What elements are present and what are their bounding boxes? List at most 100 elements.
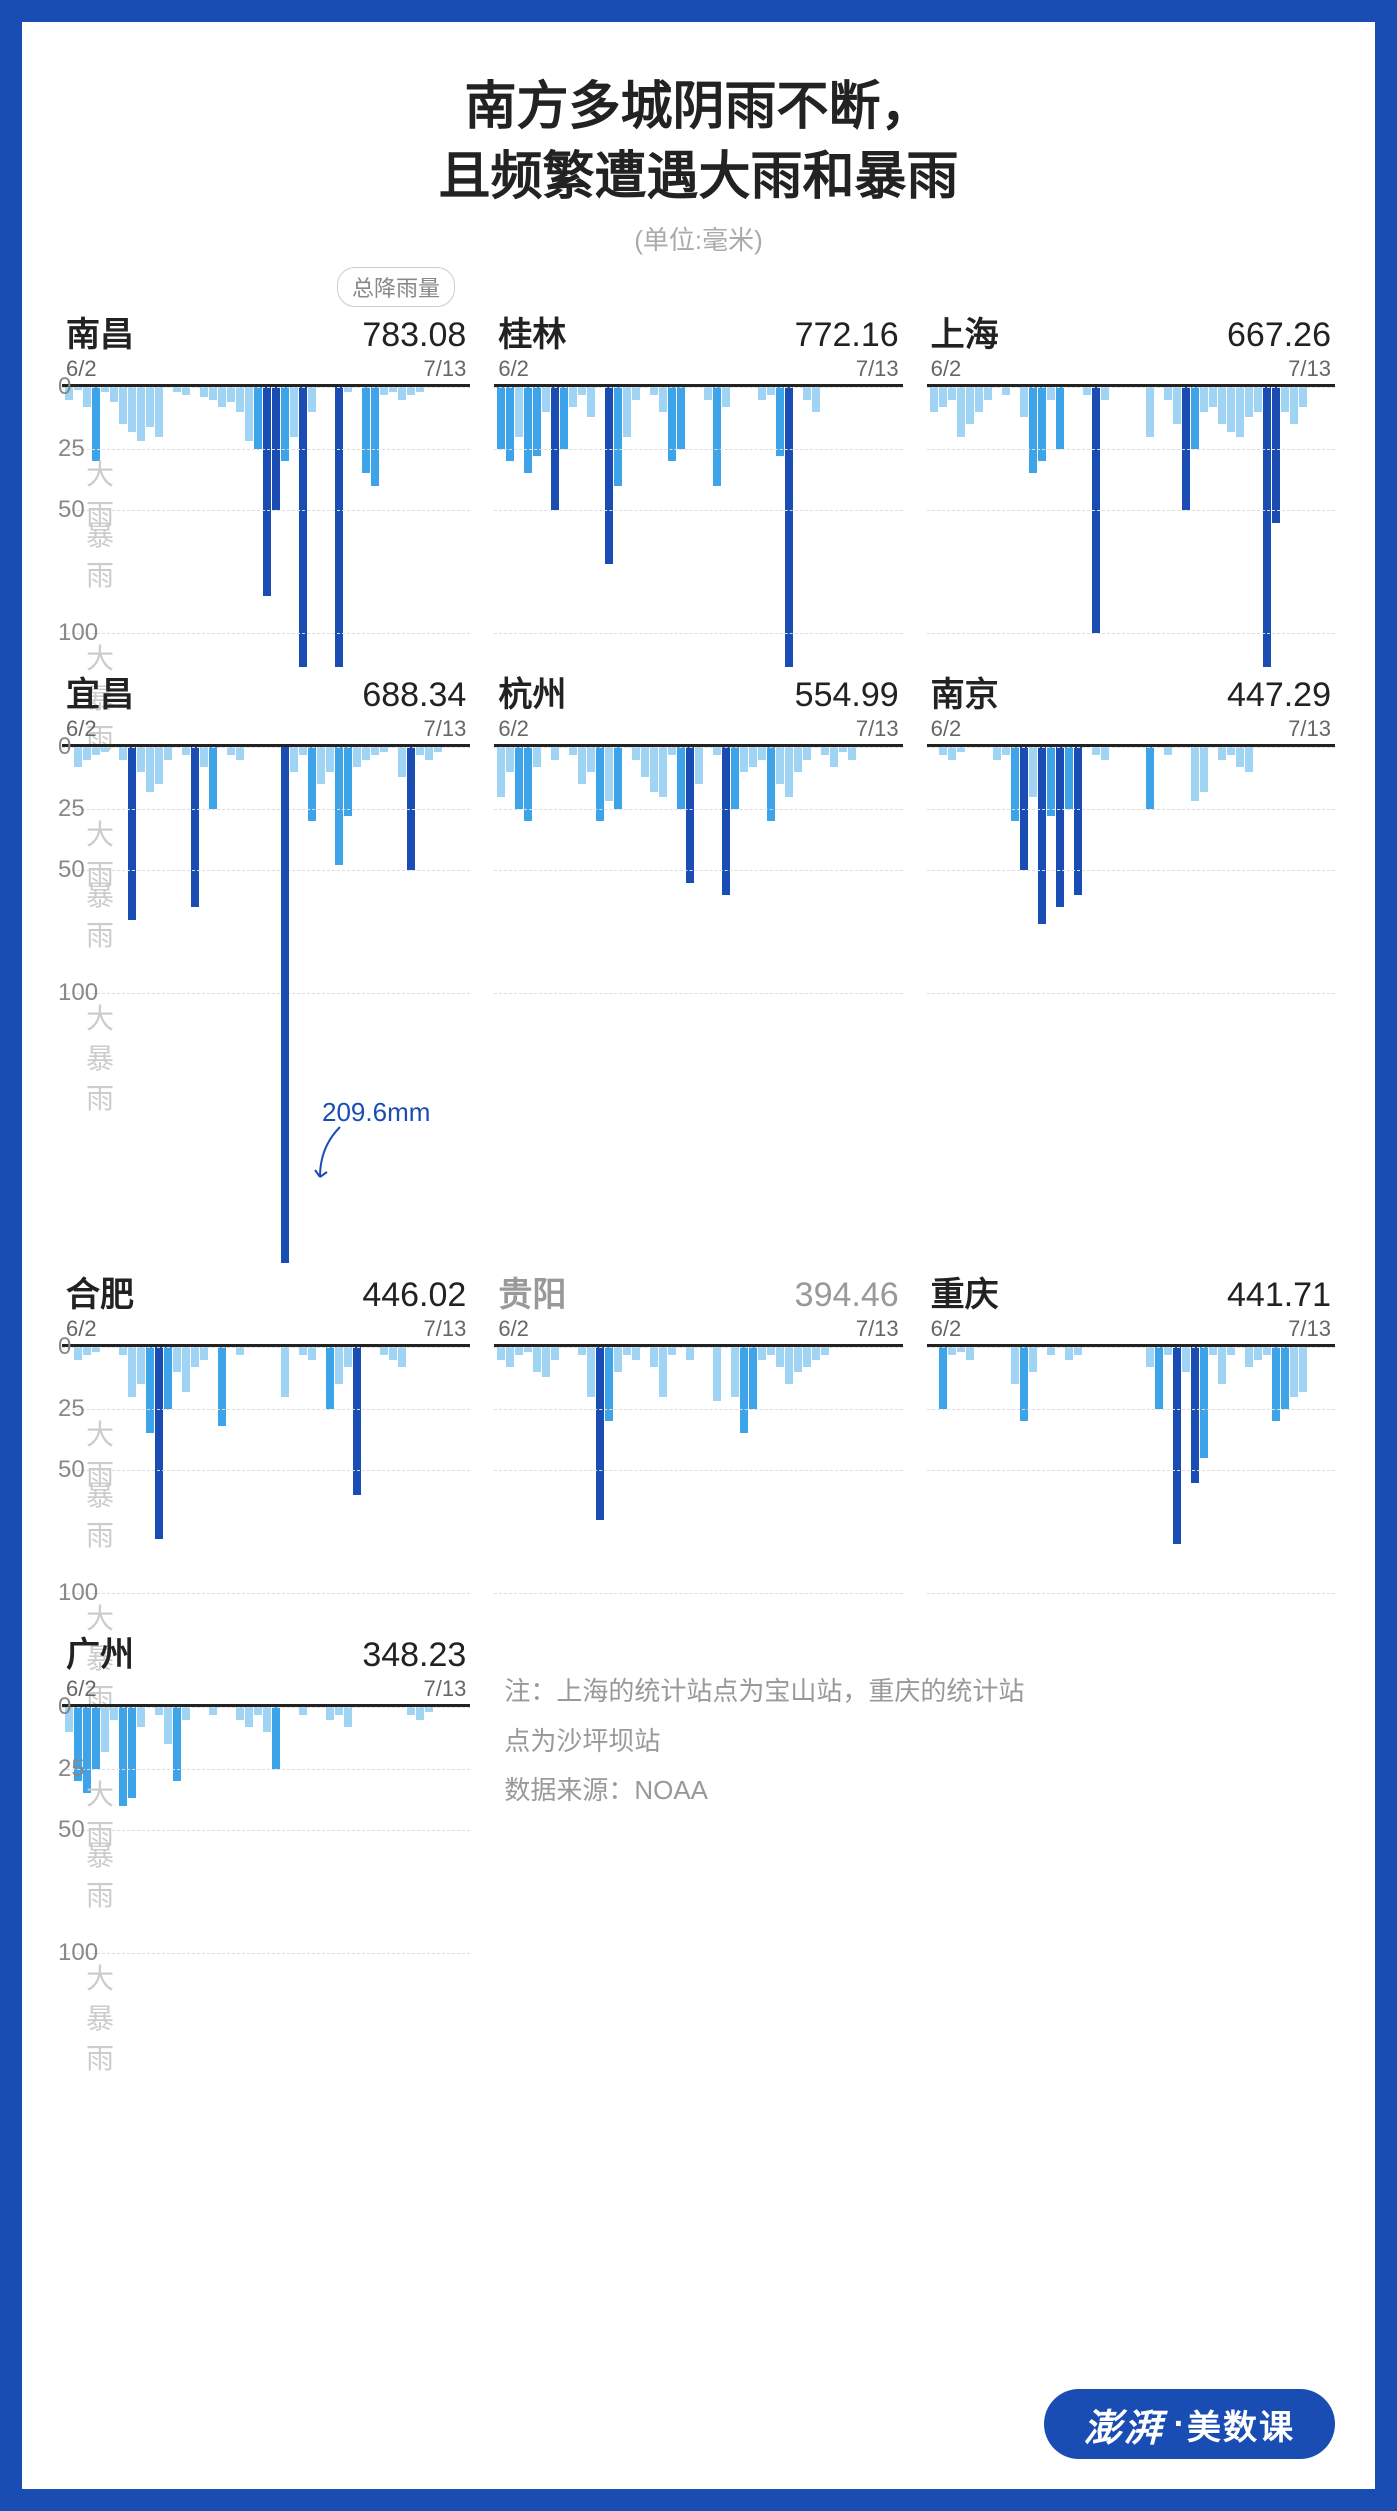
- bar: [137, 747, 145, 772]
- bar: [966, 387, 974, 424]
- bar: [695, 747, 703, 784]
- bar: [119, 1347, 127, 1354]
- gridline: [494, 809, 902, 810]
- bar: [596, 747, 604, 821]
- chart-header: 南京447.29: [927, 667, 1335, 716]
- bar: [515, 747, 523, 809]
- date-end: 7/13: [424, 1316, 467, 1342]
- bar: [92, 747, 100, 754]
- bar: [344, 747, 352, 816]
- bar: [344, 1347, 352, 1367]
- gridline: [62, 1347, 470, 1348]
- bar: [1164, 1347, 1172, 1354]
- bar: [524, 747, 532, 821]
- bar: [803, 1347, 811, 1367]
- bar: [74, 747, 82, 767]
- date-start: 6/2: [66, 1316, 97, 1342]
- bars-area: [927, 387, 1335, 667]
- bars-area: 02550100大雨暴雨大暴雨: [62, 1347, 470, 1627]
- bar: [984, 387, 992, 399]
- date-end: 7/13: [856, 716, 899, 742]
- footer-sep: ·: [1174, 2405, 1187, 2444]
- bar: [92, 387, 100, 461]
- bar: [1029, 1347, 1037, 1372]
- bar: [191, 747, 199, 907]
- city-chart: 南昌783.086/27/1302550100大雨暴雨大暴雨: [62, 307, 470, 667]
- infographic-frame: 南方多城阴雨不断， 且频繁遭遇大雨和暴雨 (单位:毫米) 总降雨量 南昌783.…: [0, 0, 1397, 2511]
- bar: [722, 747, 730, 895]
- bar: [803, 747, 811, 759]
- date-range: 6/27/13: [927, 356, 1335, 384]
- bar: [623, 387, 631, 436]
- bar: [713, 747, 721, 754]
- y-category-label: 暴雨: [86, 1474, 114, 1554]
- bar: [299, 1707, 307, 1714]
- bar: [1209, 1347, 1217, 1354]
- bar: [101, 1707, 109, 1751]
- city-name: 广州: [66, 1627, 134, 1676]
- bar: [758, 387, 766, 399]
- bar: [659, 747, 667, 796]
- city-total: 446.02: [362, 1276, 466, 1315]
- gridline: [62, 1707, 470, 1708]
- bar: [560, 387, 568, 449]
- bar: [939, 387, 947, 407]
- gridline: [927, 809, 1335, 810]
- date-start: 6/2: [66, 356, 97, 382]
- bar: [308, 387, 316, 412]
- city-chart: 桂林772.166/27/13: [494, 307, 902, 667]
- bar: [668, 1347, 676, 1354]
- bar: [227, 387, 235, 402]
- gridline: [62, 870, 470, 871]
- gridline: [62, 993, 470, 994]
- bar: [614, 387, 622, 485]
- bar: [1236, 747, 1244, 767]
- bar: [758, 747, 766, 759]
- bar: [1020, 387, 1028, 417]
- bar: [83, 1707, 91, 1793]
- bar: [128, 1347, 136, 1396]
- bar: [740, 1347, 748, 1433]
- notes-block: 注：上海的统计站点为宝山站，重庆的统计站点为沙坪坝站数据来源：NOAA: [494, 1627, 1335, 1987]
- gridline: [927, 510, 1335, 511]
- bar: [975, 387, 983, 412]
- bar: [308, 1347, 316, 1359]
- bar: [632, 1347, 640, 1359]
- bar: [1272, 1347, 1280, 1421]
- bar: [569, 387, 577, 407]
- bar: [966, 1347, 974, 1359]
- bar: [263, 387, 271, 596]
- gridline: [494, 387, 902, 388]
- bar: [1191, 387, 1199, 449]
- note-line: 点为沙坪坝站: [504, 1717, 1325, 1766]
- bar: [1038, 747, 1046, 924]
- city-total: 688.34: [362, 676, 466, 715]
- bar: [1209, 387, 1217, 407]
- bar: [993, 747, 1001, 759]
- bar: [533, 387, 541, 456]
- bar: [587, 1347, 595, 1396]
- bar: [200, 747, 208, 767]
- bar: [281, 747, 289, 1263]
- bar: [1254, 387, 1262, 412]
- bar: [173, 1347, 181, 1372]
- bar: [389, 1347, 397, 1359]
- gridline: [494, 1347, 902, 1348]
- bar: [578, 387, 586, 394]
- bar: [803, 387, 811, 399]
- bar: [299, 387, 307, 667]
- bar: [948, 387, 956, 399]
- bar: [533, 1347, 541, 1372]
- bar: [353, 1347, 361, 1495]
- gridline: [927, 1470, 1335, 1471]
- gridline: [494, 1593, 902, 1594]
- bar: [659, 387, 667, 412]
- total-rainfall-badge: 总降雨量: [337, 267, 455, 307]
- bar: [677, 747, 685, 809]
- gridline: [62, 1593, 470, 1594]
- bar: [1281, 387, 1289, 412]
- bar: [704, 387, 712, 399]
- bar: [362, 387, 370, 473]
- date-range: 6/27/13: [494, 716, 902, 744]
- bar: [939, 1347, 947, 1409]
